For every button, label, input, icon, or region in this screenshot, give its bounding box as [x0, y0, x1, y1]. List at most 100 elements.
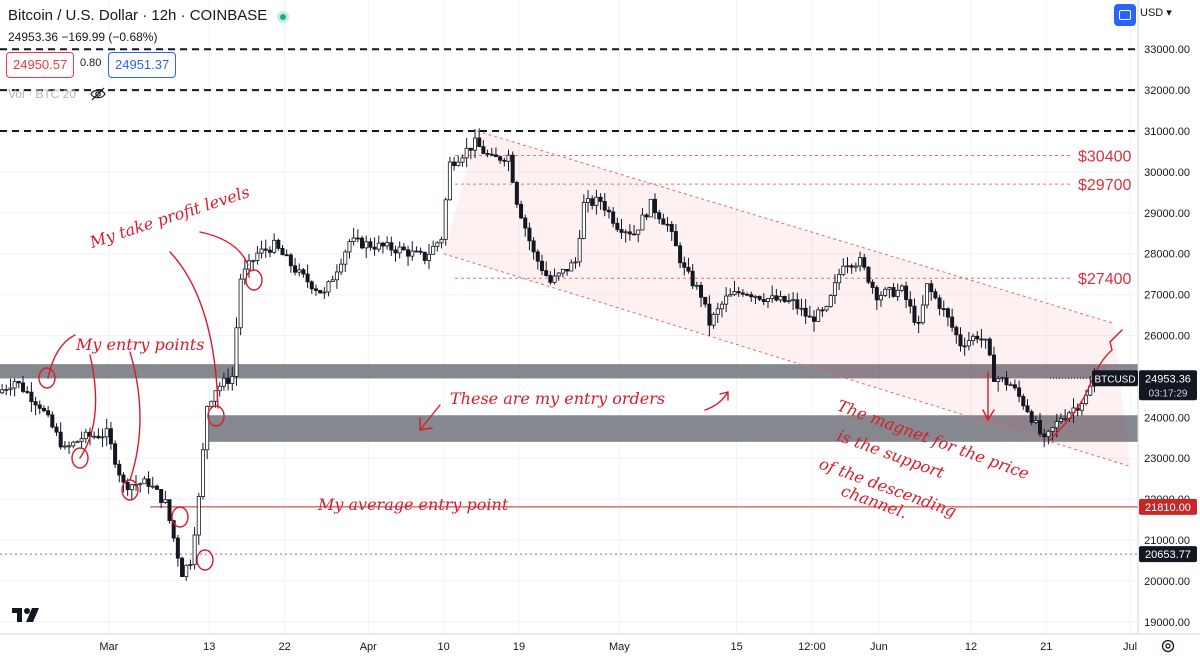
candle[interactable]: [950, 308, 955, 332]
candle[interactable]: [627, 224, 632, 241]
candle[interactable]: [238, 273, 243, 336]
candle[interactable]: [301, 267, 306, 278]
candle[interactable]: [12, 378, 17, 397]
candle[interactable]: [184, 564, 189, 581]
candle[interactable]: [456, 155, 461, 167]
candle[interactable]: [845, 257, 850, 274]
candle[interactable]: [611, 207, 616, 228]
candle[interactable]: [251, 259, 256, 272]
candle[interactable]: [544, 261, 549, 277]
candle[interactable]: [460, 154, 465, 167]
candle[interactable]: [527, 222, 532, 251]
candle[interactable]: [414, 246, 419, 253]
candle[interactable]: [146, 471, 151, 494]
candle[interactable]: [812, 310, 817, 332]
candle[interactable]: [272, 233, 277, 254]
candle[interactable]: [745, 292, 750, 297]
candle[interactable]: [96, 428, 101, 440]
candle[interactable]: [213, 390, 218, 408]
candle[interactable]: [54, 423, 59, 436]
candle[interactable]: [807, 305, 812, 318]
candle[interactable]: [1038, 412, 1043, 437]
candle[interactable]: [159, 489, 164, 509]
candle[interactable]: [761, 293, 766, 306]
candle[interactable]: [46, 405, 51, 418]
candle[interactable]: [916, 315, 921, 334]
candle[interactable]: [954, 325, 959, 344]
candle[interactable]: [138, 482, 143, 493]
candle[interactable]: [385, 236, 390, 250]
candle[interactable]: [711, 312, 716, 329]
candle[interactable]: [757, 295, 762, 302]
average-entry-marker[interactable]: [1139, 498, 1197, 515]
candle[interactable]: [280, 245, 285, 256]
entry-zone[interactable]: [209, 415, 1138, 442]
candle[interactable]: [979, 328, 984, 348]
candle[interactable]: [803, 298, 808, 324]
candle[interactable]: [724, 287, 729, 313]
candle[interactable]: [686, 257, 691, 274]
candle[interactable]: [975, 331, 980, 344]
candle[interactable]: [824, 305, 829, 313]
candle[interactable]: [473, 128, 478, 159]
candle[interactable]: [297, 263, 302, 277]
candle[interactable]: [849, 263, 854, 274]
candle[interactable]: [941, 300, 946, 317]
current-price-marker[interactable]: [1139, 370, 1197, 401]
symbol-title[interactable]: Bitcoin / U.S. Dollar · 12h · COINBASE: [8, 7, 268, 24]
candle[interactable]: [489, 147, 494, 157]
candle[interactable]: [1050, 427, 1055, 441]
candle[interactable]: [929, 280, 934, 301]
candle[interactable]: [816, 307, 821, 323]
candle[interactable]: [899, 284, 904, 293]
candle[interactable]: [397, 241, 402, 259]
candle[interactable]: [539, 254, 544, 276]
candle[interactable]: [853, 262, 858, 272]
candle[interactable]: [313, 284, 318, 296]
candle[interactable]: [665, 216, 670, 232]
candle[interactable]: [21, 375, 26, 394]
candle[interactable]: [129, 483, 134, 501]
candle[interactable]: [699, 281, 704, 308]
candle[interactable]: [154, 484, 159, 490]
candle[interactable]: [782, 295, 787, 303]
candle[interactable]: [485, 149, 490, 158]
candle[interactable]: [435, 241, 440, 252]
candle[interactable]: [368, 238, 373, 251]
candle[interactable]: [142, 476, 147, 485]
candle[interactable]: [506, 149, 511, 172]
candle[interactable]: [343, 249, 348, 272]
candle[interactable]: [163, 490, 168, 505]
candle[interactable]: [791, 292, 796, 310]
candle[interactable]: [393, 245, 398, 262]
candle[interactable]: [925, 283, 930, 309]
candle[interactable]: [707, 295, 712, 336]
candle[interactable]: [477, 128, 482, 148]
candle[interactable]: [933, 288, 938, 300]
candle[interactable]: [841, 258, 846, 277]
candle[interactable]: [556, 271, 561, 281]
candle[interactable]: [891, 283, 896, 298]
level-marker[interactable]: [1139, 546, 1197, 563]
candle[interactable]: [217, 382, 222, 397]
candle[interactable]: [58, 422, 63, 450]
candle[interactable]: [548, 271, 553, 285]
candle[interactable]: [1021, 393, 1026, 410]
candle[interactable]: [644, 213, 649, 221]
candle[interactable]: [966, 331, 971, 351]
candle[interactable]: [1046, 430, 1051, 445]
candle[interactable]: [75, 440, 80, 443]
candle[interactable]: [305, 264, 310, 288]
candle[interactable]: [41, 405, 46, 413]
candle[interactable]: [1012, 379, 1017, 391]
candle[interactable]: [498, 155, 503, 164]
fullscreen-icon[interactable]: [1114, 4, 1136, 26]
candle[interactable]: [858, 251, 863, 272]
candle[interactable]: [581, 194, 586, 240]
candle[interactable]: [732, 281, 737, 296]
candle[interactable]: [514, 180, 519, 208]
candle[interactable]: [958, 327, 963, 352]
candle[interactable]: [452, 156, 457, 171]
candle[interactable]: [108, 421, 113, 450]
candle[interactable]: [121, 472, 126, 493]
